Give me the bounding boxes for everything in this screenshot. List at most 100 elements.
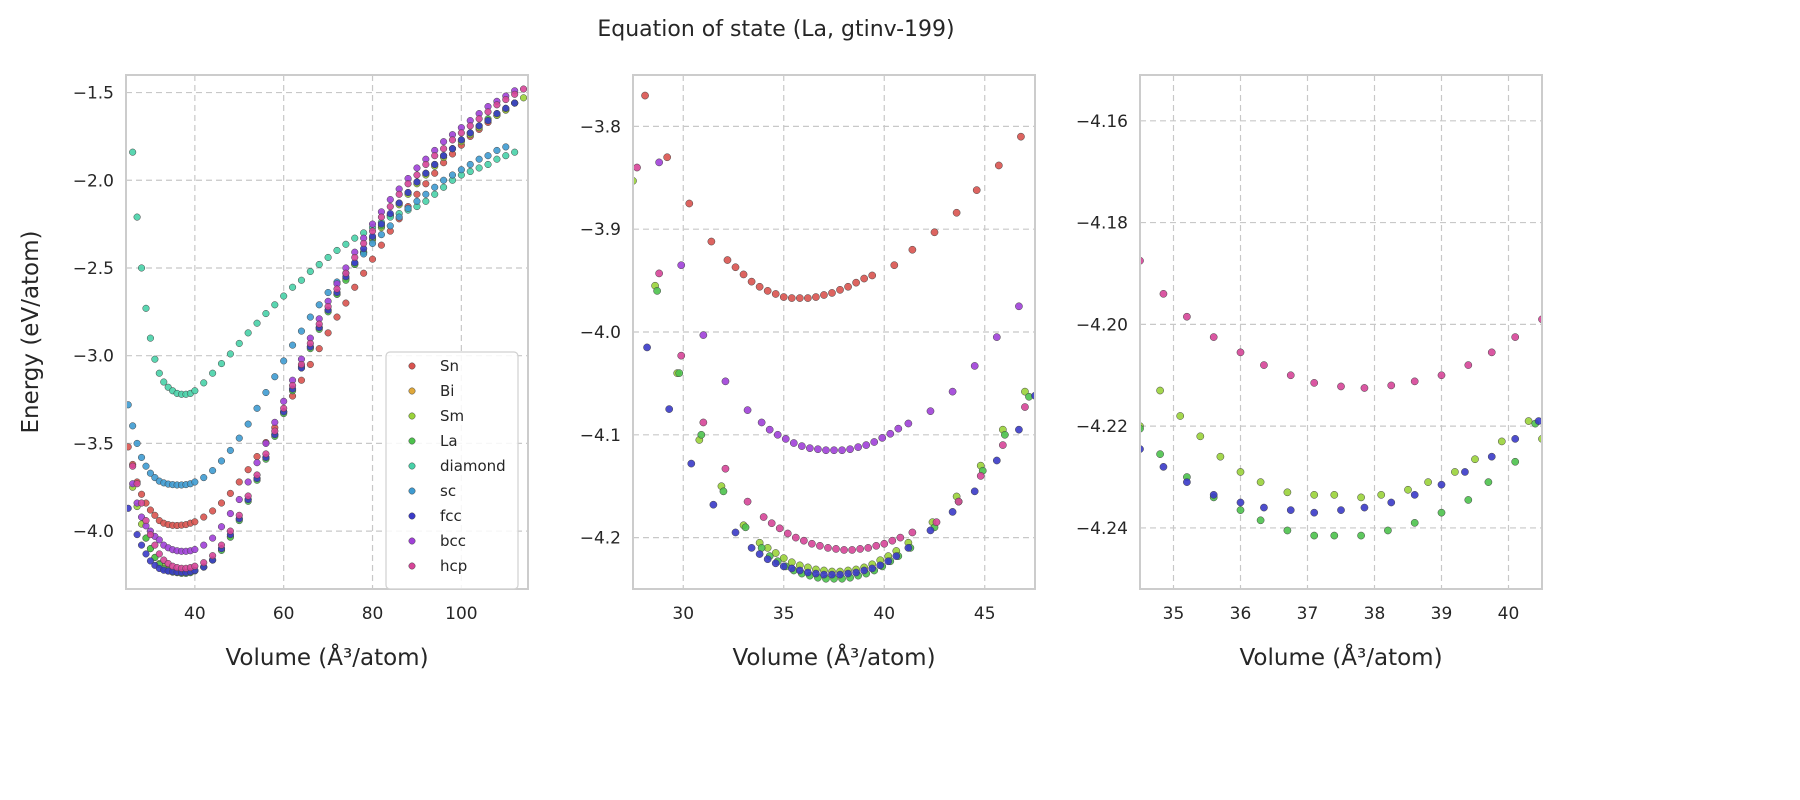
point-bcc bbox=[886, 429, 895, 438]
point-Sn bbox=[151, 511, 159, 519]
point-fcc bbox=[795, 566, 804, 575]
point-sc bbox=[395, 213, 403, 221]
point-hcp bbox=[351, 253, 359, 261]
point-bcc bbox=[781, 435, 790, 443]
y-tick-label: −3.8 bbox=[580, 117, 621, 137]
point-Sn bbox=[244, 466, 252, 474]
point-fcc bbox=[137, 541, 146, 549]
point-bcc bbox=[743, 406, 752, 414]
point-bcc bbox=[970, 362, 979, 370]
point-bcc bbox=[200, 541, 208, 549]
y-tick-label: −4.0 bbox=[73, 522, 114, 542]
point-diamond bbox=[431, 190, 439, 198]
point-bcc bbox=[253, 459, 261, 467]
point-bcc bbox=[862, 441, 871, 449]
point-hcp bbox=[151, 541, 159, 549]
point-diamond bbox=[484, 160, 492, 169]
point-bcc bbox=[209, 534, 217, 542]
point-sc bbox=[235, 434, 243, 442]
x-tick-label: 39 bbox=[1431, 604, 1453, 624]
point-hcp bbox=[448, 136, 457, 144]
point-fcc bbox=[992, 456, 1001, 465]
point-Sn bbox=[217, 499, 226, 507]
x-tick-label: 40 bbox=[184, 604, 206, 624]
point-Sn bbox=[137, 490, 146, 498]
y-tick-label: −4.20 bbox=[1076, 315, 1128, 335]
point-Sn bbox=[235, 478, 243, 486]
point-diamond bbox=[244, 329, 252, 337]
point-Sm bbox=[1156, 386, 1164, 395]
point-hcp bbox=[422, 160, 430, 169]
point-sc bbox=[244, 420, 252, 428]
y-tick-label: −4.22 bbox=[1076, 417, 1128, 437]
point-Sm bbox=[771, 549, 780, 557]
point-hcp bbox=[1387, 381, 1396, 390]
point-fcc bbox=[1236, 498, 1245, 507]
point-Sn bbox=[994, 161, 1003, 170]
point-diamond bbox=[217, 360, 226, 368]
point-fcc bbox=[448, 145, 457, 153]
data-points bbox=[633, 91, 1035, 583]
point-Sn bbox=[723, 256, 732, 264]
legend-marker-Sm bbox=[408, 412, 416, 420]
point-hcp bbox=[880, 539, 889, 548]
point-hcp bbox=[289, 381, 297, 390]
point-Sm bbox=[1404, 485, 1412, 494]
point-diamond bbox=[315, 260, 323, 269]
point-sc bbox=[297, 327, 306, 335]
point-diamond bbox=[142, 304, 150, 312]
point-hcp bbox=[253, 471, 261, 479]
point-Sn bbox=[297, 376, 306, 384]
point-hcp bbox=[791, 533, 800, 542]
point-Sn bbox=[200, 513, 208, 521]
point-sc bbox=[431, 183, 439, 191]
point-fcc bbox=[126, 504, 132, 512]
point-hcp bbox=[743, 497, 752, 506]
point-fcc bbox=[687, 459, 696, 468]
point-bcc bbox=[440, 138, 448, 146]
point-diamond bbox=[133, 213, 141, 221]
point-La bbox=[697, 430, 706, 439]
point-fcc bbox=[643, 343, 651, 352]
point-La bbox=[1437, 508, 1446, 517]
point-hcp bbox=[1310, 379, 1319, 387]
point-Sn bbox=[226, 489, 234, 497]
point-bcc bbox=[773, 430, 782, 439]
point-fcc bbox=[475, 122, 483, 130]
point-hcp bbox=[493, 101, 501, 109]
point-hcp bbox=[306, 339, 314, 347]
point-fcc bbox=[804, 568, 812, 577]
point-hcp bbox=[954, 497, 963, 506]
x-tick-label: 35 bbox=[773, 604, 795, 624]
point-Sn bbox=[413, 190, 421, 198]
point-hcp bbox=[129, 462, 137, 470]
point-hcp bbox=[888, 536, 897, 545]
point-fcc bbox=[395, 199, 403, 207]
legend-marker-hcp bbox=[408, 562, 416, 570]
legend-box bbox=[385, 351, 519, 590]
point-Sn bbox=[820, 291, 828, 299]
y-tick-label: −4.1 bbox=[580, 426, 621, 446]
point-Sn bbox=[431, 169, 439, 177]
point-bcc bbox=[789, 439, 798, 447]
y-tick-label: −4.24 bbox=[1076, 519, 1128, 539]
point-fcc bbox=[948, 508, 957, 516]
point-diamond bbox=[271, 301, 279, 309]
point-hcp bbox=[271, 427, 279, 435]
point-fcc bbox=[747, 544, 756, 552]
legend-marker-Bi bbox=[408, 387, 416, 395]
point-hcp bbox=[368, 227, 377, 235]
point-diamond bbox=[137, 264, 146, 272]
x-tick-label: 45 bbox=[974, 604, 996, 624]
y-tick-label: −4.18 bbox=[1076, 214, 1128, 234]
x-tick-label: 40 bbox=[873, 604, 895, 624]
point-hcp bbox=[976, 472, 985, 480]
point-hcp bbox=[146, 531, 154, 539]
point-fcc bbox=[413, 178, 421, 186]
point-Sn bbox=[707, 237, 716, 246]
point-sc bbox=[315, 301, 323, 309]
point-fcc bbox=[755, 550, 764, 558]
point-fcc bbox=[820, 570, 828, 579]
point-Sm bbox=[520, 94, 528, 102]
point-hcp bbox=[386, 203, 394, 211]
